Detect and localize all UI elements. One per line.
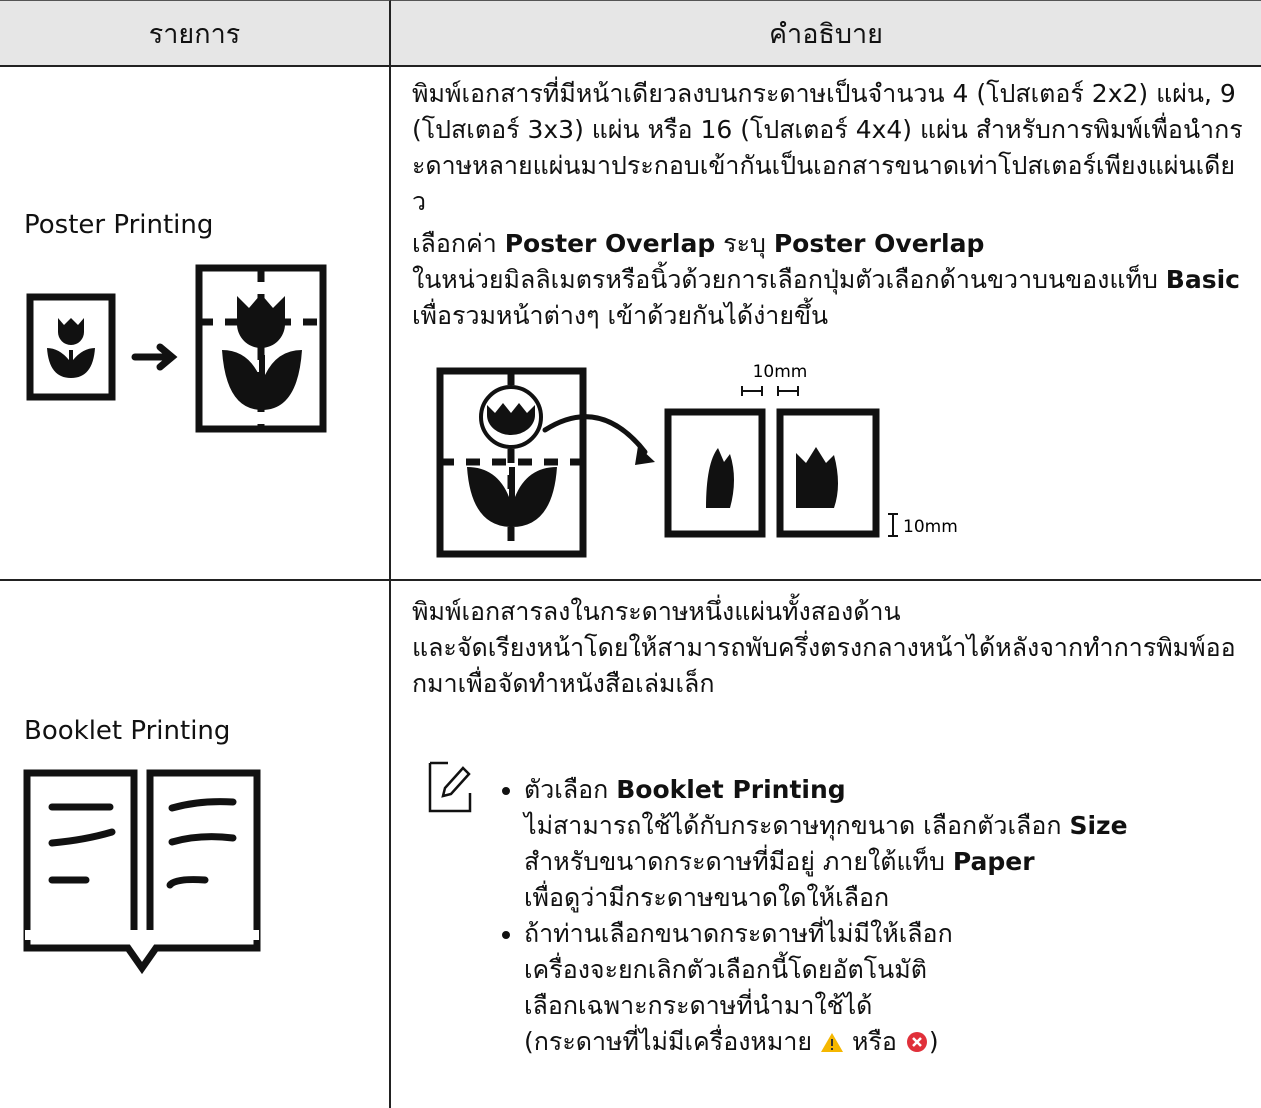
- paragraph: เลือกค่า Poster Overlap ระบุ Poster Over…: [412, 226, 1247, 334]
- item-name: Poster Printing: [24, 210, 214, 240]
- item-name: Booklet Printing: [24, 716, 231, 746]
- text-line: พิมพ์เอกสารที่มีหน้าเดียวลงบนกระดาษเป็นจ…: [412, 76, 1247, 220]
- bold-run: Poster Overlap: [504, 229, 716, 258]
- text-line: พิมพ์เอกสารลงในกระดาษหนึ่งแผ่นทั้งสองด้า…: [412, 594, 1247, 630]
- text-line: สำหรับขนาดกระดาษที่มีอยู่ ภายใต้แท็บ Pap…: [524, 844, 1238, 880]
- text-run: พิมพ์เอกสารที่มีหน้าเดียวลงบนกระดาษเป็นจ…: [412, 79, 1243, 216]
- text-line: เพื่อดูว่ามีกระดาษขนาดใดให้เลือก: [524, 880, 1238, 916]
- bold-run: Poster Overlap: [773, 229, 985, 258]
- description: พิมพ์เอกสารลงในกระดาษหนึ่งแผ่นทั้งสองด้า…: [412, 594, 1247, 708]
- text-line: ถ้าท่านเลือกขนาดกระดาษที่ไม่มีให้เลือก: [524, 916, 1238, 952]
- figure-label: 10mm: [753, 362, 808, 382]
- text-run: หรือ: [844, 1027, 905, 1056]
- text-line: เครื่องจะยกเลิกตัวเลือกนี้โดยอัตโนมัติ: [524, 952, 1238, 988]
- header-text: รายการ: [148, 18, 241, 50]
- text-run: เลือกเฉพาะกระดาษที่นำมาใช้ได้: [524, 991, 873, 1020]
- text-run: เพื่อดูว่ามีกระดาษขนาดใดให้เลือก: [524, 883, 890, 912]
- text-run: เพื่อรวมหน้าต่างๆ เข้าด้วยกันได้ง่ายขึ้น: [412, 301, 829, 330]
- text-run: ในหน่วยมิลลิเมตรหรือนิ้วด้วยการเลือกปุ่ม…: [412, 265, 1166, 294]
- text-line: เลือกค่า Poster Overlap ระบุ Poster Over…: [412, 226, 1247, 262]
- column-divider: [389, 66, 391, 1108]
- text-run: ระบุ: [715, 229, 774, 258]
- text-line: (กระดาษที่ไม่มีเครื่องหมาย หรือ ): [524, 1024, 1238, 1060]
- text-line: ตัวเลือก Booklet Printing: [524, 772, 1238, 808]
- row-divider: [0, 579, 1261, 581]
- warning-icon: [821, 1033, 844, 1052]
- text-line: ในหน่วยมิลลิเมตรหรือนิ้วด้วยการเลือกปุ่ม…: [412, 262, 1247, 334]
- error-icon: [906, 1032, 927, 1052]
- text-run: พิมพ์เอกสารลงในกระดาษหนึ่งแผ่นทั้งสองด้า…: [412, 597, 901, 626]
- note-list: ตัวเลือก Booklet Printing ไม่สามารถใช้ได้…: [498, 772, 1238, 1060]
- paragraph: พิมพ์เอกสารที่มีหน้าเดียวลงบนกระดาษเป็นจ…: [412, 76, 1247, 220]
- text-run: และจัดเรียงหน้าโดยให้สามารถพับครึ่งตรงกล…: [412, 633, 1236, 698]
- description: พิมพ์เอกสารที่มีหน้าเดียวลงบนกระดาษเป็นจ…: [412, 76, 1247, 340]
- text-run: ): [928, 1027, 939, 1056]
- text-line: และจัดเรียงหน้าโดยให้สามารถพับครึ่งตรงกล…: [412, 630, 1247, 702]
- bold-run: Basic: [1165, 265, 1240, 294]
- text-run: ไม่สามารถใช้ได้กับกระดาษทุกขนาด เลือกตัว…: [524, 811, 1070, 840]
- text-run: ตัวเลือก: [524, 775, 617, 804]
- bold-run: Paper: [952, 847, 1035, 876]
- bold-run: Size: [1069, 811, 1128, 840]
- bold-run: Booklet Printing: [616, 775, 846, 804]
- header-cell: คำอธิบาย: [391, 0, 1261, 67]
- text-line: เลือกเฉพาะกระดาษที่นำมาใช้ได้: [524, 988, 1238, 1024]
- header-text: คำอธิบาย: [768, 18, 884, 50]
- text-run: ถ้าท่านเลือกขนาดกระดาษที่ไม่มีให้เลือก: [524, 919, 953, 948]
- text-run: เลือกค่า: [412, 229, 505, 258]
- text-line: ไม่สามารถใช้ได้กับกระดาษทุกขนาด เลือกตัว…: [524, 808, 1238, 844]
- bullet-item: ถ้าท่านเลือกขนาดกระดาษที่ไม่มีให้เลือกเค…: [524, 916, 1238, 1060]
- text-run: เครื่องจะยกเลิกตัวเลือกนี้โดยอัตโนมัติ: [524, 955, 927, 984]
- text-run: (กระดาษที่ไม่มีเครื่องหมาย: [524, 1027, 821, 1056]
- bullet-item: ตัวเลือก Booklet Printing ไม่สามารถใช้ได้…: [524, 772, 1238, 916]
- text-run: สำหรับขนาดกระดาษที่มีอยู่ ภายใต้แท็บ: [524, 847, 953, 876]
- paragraph: พิมพ์เอกสารลงในกระดาษหนึ่งแผ่นทั้งสองด้า…: [412, 594, 1247, 702]
- bullet-list: ตัวเลือก Booklet Printing ไม่สามารถใช้ได้…: [498, 772, 1238, 1060]
- header-cell: รายการ: [0, 0, 391, 67]
- figure-label: 10mm: [903, 517, 958, 537]
